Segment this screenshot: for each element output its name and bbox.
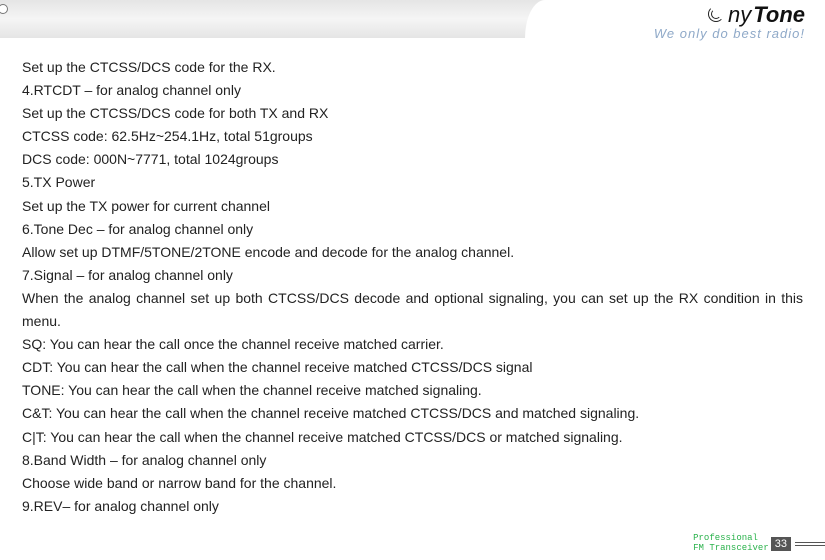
logo-slogan: We only do best radio! <box>654 26 805 41</box>
body-line: When the analog channel set up both CTCS… <box>22 287 803 333</box>
body-line: CTCSS code: 62.5Hz~254.1Hz, total 51grou… <box>22 125 803 148</box>
body-line: Set up the CTCSS/DCS code for the RX. <box>22 56 803 79</box>
body-line: SQ: You can hear the call once the chann… <box>22 333 803 356</box>
body-line: 8.Band Width – for analog channel only <box>22 449 803 472</box>
page-number-badge: 33 <box>771 537 791 551</box>
body-line: Set up the TX power for current channel <box>22 195 803 218</box>
footer-decor-lines <box>795 542 825 546</box>
logo-wave-icon <box>706 4 724 22</box>
body-line: CDT: You can hear the call when the chan… <box>22 356 803 379</box>
body-line: C|T: You can hear the call when the chan… <box>22 426 803 449</box>
body-line: 4.RTCDT – for analog channel only <box>22 79 803 102</box>
brand-logo: ny Tone We only do best radio! <box>654 2 805 41</box>
body-line: C&T: You can hear the call when the chan… <box>22 402 803 425</box>
body-line: Choose wide band or narrow band for the … <box>22 472 803 495</box>
body-line: 7.Signal – for analog channel only <box>22 264 803 287</box>
body-line: DCS code: 000N~7771, total 1024groups <box>22 148 803 171</box>
body-line: 9.REV– for analog channel only <box>22 495 803 518</box>
page-footer: Professional FM Transceiver 33 <box>693 534 825 554</box>
footer-subtitle: Professional FM Transceiver <box>693 534 769 554</box>
logo-main: ny Tone <box>706 2 805 28</box>
body-line: Allow set up DTMF/5TONE/2TONE encode and… <box>22 241 803 264</box>
body-line: 5.TX Power <box>22 171 803 194</box>
logo-text-part1: ny <box>728 2 751 28</box>
document-body: Set up the CTCSS/DCS code for the RX. 4.… <box>22 56 803 518</box>
body-line: TONE: You can hear the call when the cha… <box>22 379 803 402</box>
body-line: 6.Tone Dec – for analog channel only <box>22 218 803 241</box>
body-line: Set up the CTCSS/DCS code for both TX an… <box>22 102 803 125</box>
footer-line2: FM Transceiver <box>693 544 769 554</box>
logo-text-part2: Tone <box>753 2 805 28</box>
